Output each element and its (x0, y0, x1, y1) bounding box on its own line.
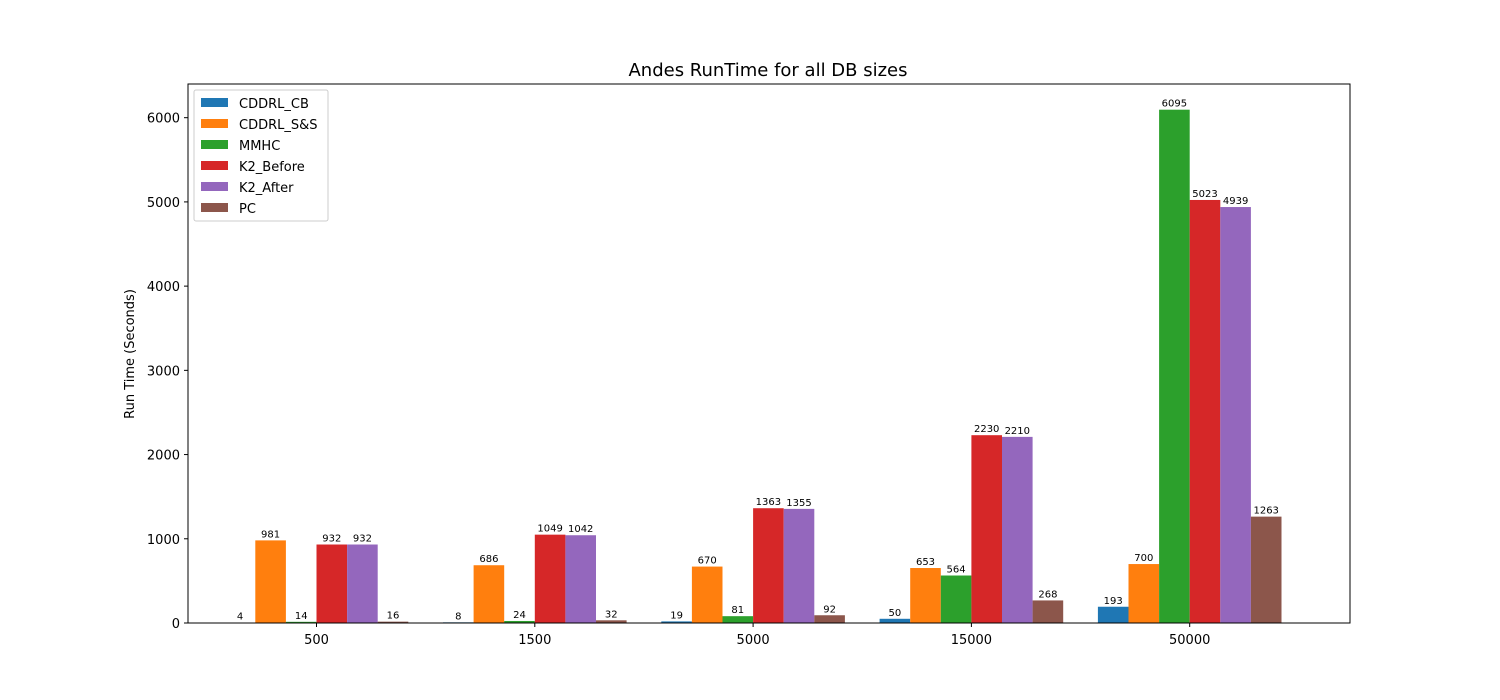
bar-pc-500 (377, 621, 409, 623)
legend-entry: K2_After (239, 181, 294, 196)
bar-value-label: 50 (889, 608, 902, 619)
bar-value-label: 2230 (974, 424, 999, 435)
bar-k2-after-50000 (1220, 207, 1251, 624)
bar-value-label: 8 (455, 611, 461, 622)
bar-value-label: 932 (353, 534, 372, 545)
bar-mmhc-5000 (722, 616, 754, 623)
bar-k2-before-1500 (534, 534, 566, 623)
bar-cddrl-s-s-50000 (1128, 564, 1160, 623)
bar-mmhc-15000 (940, 575, 972, 623)
bar-value-labels: 4 981 14 932 932 16 8 686 24 1049 1042 32 19 670 81 136… (237, 99, 1279, 623)
bar-value-label: 4939 (1223, 196, 1248, 207)
bar-value-label: 268 (1038, 589, 1057, 600)
legend: CDDRL_CB CDDRL_S&S MMHC K2_Before K2_After PC (193, 89, 329, 222)
bar-k2-after-5000 (783, 508, 815, 623)
legend-swatch (201, 119, 228, 128)
bar-value-label: 1363 (756, 497, 781, 508)
x-tick-label: 5000 (737, 633, 770, 648)
bar-value-label: 2210 (1005, 426, 1030, 437)
legend-swatch (201, 203, 228, 212)
bar-value-label: 92 (823, 604, 836, 615)
y-tick-label: 2000 (147, 449, 180, 464)
y-tick-label: 0 (172, 617, 180, 632)
bar-value-label: 1042 (568, 524, 593, 535)
bar-value-label: 564 (947, 565, 966, 576)
bar-cddrl-s-s-15000 (910, 568, 941, 623)
legend-entry: K2_Before (239, 160, 305, 175)
bar-k2-before-5000 (753, 508, 784, 623)
bar-k2-before-500 (316, 544, 348, 623)
bar-k2-after-500 (347, 544, 378, 623)
x-tick-label: 500 (304, 633, 329, 648)
bar-value-label: 81 (731, 605, 744, 616)
bar-value-label: 700 (1134, 553, 1153, 564)
bar-mmhc-50000 (1159, 109, 1190, 623)
bar-value-label: 1049 (537, 524, 562, 535)
legend-swatch (201, 161, 228, 170)
y-tick-label: 3000 (147, 364, 180, 379)
bar-k2-before-15000 (971, 435, 1002, 623)
legend-swatch (201, 182, 228, 191)
bar-pc-15000 (1032, 600, 1064, 623)
bar-value-label: 932 (322, 534, 341, 545)
bar-value-label: 686 (479, 554, 498, 565)
bar-value-label: 1355 (786, 498, 811, 509)
x-tick-label: 15000 (951, 633, 992, 648)
bar-value-label: 5023 (1192, 189, 1217, 200)
bar-cddrl-cb-15000 (879, 618, 911, 623)
bar-value-label: 1263 (1253, 506, 1278, 517)
bar-value-label: 32 (605, 609, 618, 620)
bar-k2-after-15000 (1002, 436, 1033, 623)
bar-cddrl-s-s-1500 (473, 565, 505, 623)
y-tick-label: 4000 (147, 280, 180, 295)
bars-layer (224, 109, 1282, 624)
y-axis-label: Run Time (Seconds) (123, 289, 138, 419)
bar-mmhc-1500 (504, 620, 535, 623)
bar-value-label: 4 (237, 612, 243, 623)
bar-value-label: 14 (295, 611, 308, 622)
bar-k2-after-1500 (565, 535, 596, 623)
bar-cddrl-cb-50000 (1097, 606, 1129, 623)
legend-entry: CDDRL_CB (239, 97, 309, 112)
bar-value-label: 16 (387, 611, 400, 622)
bar-mmhc-500 (285, 621, 317, 623)
bar-value-label: 6095 (1162, 99, 1187, 110)
bar-cddrl-cb-5000 (661, 621, 692, 623)
legend-entry: PC (239, 202, 256, 217)
legend-entry: CDDRL_S&S (239, 118, 318, 133)
bar-cddrl-s-s-500 (255, 540, 286, 623)
legend-swatch (201, 98, 228, 107)
bar-value-label: 981 (261, 529, 280, 540)
bar-value-label: 19 (670, 610, 683, 621)
bar-value-label: 193 (1104, 596, 1123, 607)
bar-value-label: 670 (698, 556, 717, 567)
bar-value-label: 24 (513, 610, 526, 621)
y-tick-label: 1000 (147, 533, 180, 548)
x-tick-label: 50000 (1169, 633, 1210, 648)
bar-pc-50000 (1250, 516, 1282, 623)
legend-entry: MMHC (239, 139, 280, 154)
chart-title: Andes RunTime for all DB sizes (628, 60, 907, 81)
plot-frame (187, 83, 1351, 624)
axes: 0 1000 2000 3000 4000 5000 6000 500 1500 5000 1500… (147, 83, 1351, 648)
bar-pc-1500 (596, 620, 627, 623)
y-tick-label: 6000 (147, 112, 180, 127)
bar-cddrl-s-s-5000 (691, 566, 723, 623)
y-tick-label: 5000 (147, 196, 180, 211)
x-tick-label: 1500 (518, 633, 551, 648)
bar-k2-before-50000 (1189, 199, 1221, 623)
legend-swatch (201, 140, 228, 149)
bar-value-label: 653 (916, 557, 935, 568)
bar-pc-5000 (814, 615, 845, 623)
